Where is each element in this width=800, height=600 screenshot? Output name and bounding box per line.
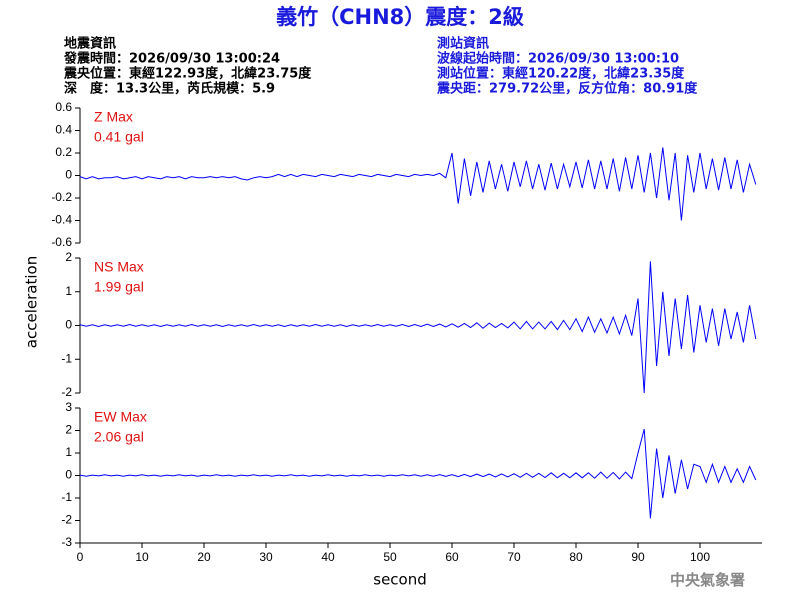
x-tick-label: 20 [197,550,211,564]
y-tick-label: 1 [65,445,72,459]
trace [79,147,757,221]
chart-title: 義竹（CHN8）震度：2級 [276,5,524,29]
max-label: 0.41 gal [94,129,144,145]
info-line: 地震資訊 [64,36,116,52]
legend-label: EW Max [94,409,147,425]
x-axis-label: second [373,571,427,589]
max-label: 2.06 gal [94,429,144,445]
y-tick-label: 0.6 [55,100,72,114]
y-tick-label: -0.2 [51,190,72,204]
legend-label: NS Max [94,259,144,275]
info-line: 波線起始時間：2026/09/30 13:00:10 [437,51,679,67]
x-tick-label: 90 [631,550,645,564]
max-label: 1.99 gal [94,279,144,295]
x-tick-label: 80 [569,550,583,564]
x-tick-label: 0 [77,550,84,564]
x-tick-label: 40 [321,550,335,564]
y-tick-label: 2 [65,423,72,437]
y-tick-label: 0 [65,318,72,332]
x-tick-label: 100 [690,550,710,564]
info-line: 震央位置：東經122.93度，北緯23.75度 [63,66,312,82]
y-tick-label: 2 [65,250,72,264]
info-line: 深 度：13.3公里，芮氏規模：5.9 [64,81,275,97]
y-tick-label: -2 [61,513,72,527]
y-tick-label: 0.4 [55,123,72,137]
y-tick-label: 0.2 [55,145,72,159]
y-axis-label: acceleration [23,256,41,348]
legend-label: Z Max [94,109,133,125]
x-tick-label: 70 [507,550,521,564]
x-tick-label: 10 [135,550,149,564]
y-tick-label: 0 [65,468,72,482]
trace [79,428,757,519]
trace [79,261,757,394]
y-tick-label: -1 [61,351,72,365]
footer: 中央氣象署 [670,571,745,589]
info-line: 測站資訊 [437,36,489,52]
info-line: 發震時間：2026/09/30 13:00:24 [63,51,280,67]
x-tick-label: 50 [383,550,397,564]
y-tick-label: 1 [65,284,72,298]
y-tick-label: 0 [65,168,72,182]
y-tick-label: -3 [61,535,72,549]
info-line: 測站位置：東經120.22度，北緯23.35度 [437,66,685,82]
info-line: 震央距：279.72公里，反方位角：80.91度 [436,81,698,97]
y-tick-label: -2 [61,385,72,399]
y-tick-label: -0.4 [51,213,72,227]
x-tick-label: 60 [445,550,459,564]
y-tick-label: -0.6 [51,235,72,249]
y-tick-label: -1 [61,490,72,504]
x-tick-label: 30 [259,550,273,564]
y-tick-label: 3 [65,400,72,414]
